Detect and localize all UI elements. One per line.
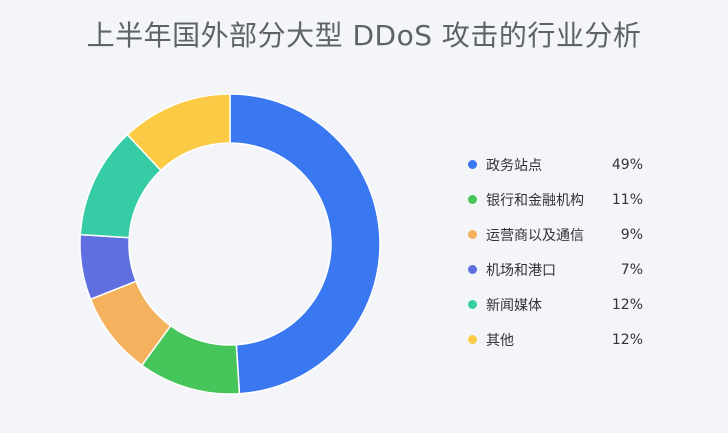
legend-marker xyxy=(468,265,477,274)
chart-legend: 政务站点 49% 银行和金融机构 11% 运营商以及通信 9% 机场和港口 7% 新闻媒体 12%… xyxy=(468,147,643,357)
legend-item-0[interactable]: 政务站点 49% xyxy=(468,147,643,182)
legend-label: 机场和港口 xyxy=(486,262,556,279)
legend-marker xyxy=(468,300,477,309)
legend-value: 12% xyxy=(611,331,643,348)
legend-item-4[interactable]: 新闻媒体 12% xyxy=(468,287,643,322)
legend-item-2[interactable]: 运营商以及通信 9% xyxy=(468,217,643,252)
legend-marker xyxy=(468,195,477,204)
legend-item-5[interactable]: 其他 12% xyxy=(468,322,643,357)
donut-slice-5[interactable] xyxy=(126,93,231,172)
legend-value: 9% xyxy=(620,226,643,243)
donut-slice-0[interactable] xyxy=(229,93,381,395)
legend-marker xyxy=(468,230,477,239)
legend-value: 7% xyxy=(620,261,643,278)
legend-value: 11% xyxy=(611,191,643,208)
legend-value: 12% xyxy=(611,296,643,313)
legend-label: 运营商以及通信 xyxy=(486,227,584,244)
legend-item-1[interactable]: 银行和金融机构 11% xyxy=(468,182,643,217)
legend-label: 银行和金融机构 xyxy=(486,192,584,209)
legend-item-3[interactable]: 机场和港口 7% xyxy=(468,252,643,287)
legend-value: 49% xyxy=(611,156,643,173)
legend-label: 新闻媒体 xyxy=(486,297,542,314)
chart-title: 上半年国外部分大型 DDoS 攻击的行业分析 xyxy=(86,19,642,52)
legend-marker xyxy=(468,160,477,169)
legend-label: 政务站点 xyxy=(486,157,542,174)
legend-label: 其他 xyxy=(486,332,514,349)
legend-marker xyxy=(468,335,477,344)
